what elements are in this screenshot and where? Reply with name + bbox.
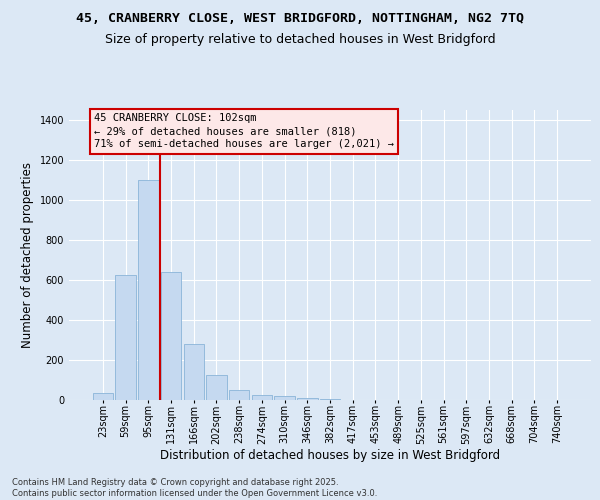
- Bar: [161, 272, 181, 400]
- Bar: [251, 395, 272, 400]
- Text: 45, CRANBERRY CLOSE, WEST BRIDGFORD, NOTTINGHAM, NG2 7TQ: 45, CRANBERRY CLOSE, WEST BRIDGFORD, NOT…: [76, 12, 524, 26]
- Text: 45 CRANBERRY CLOSE: 102sqm
← 29% of detached houses are smaller (818)
71% of sem: 45 CRANBERRY CLOSE: 102sqm ← 29% of deta…: [94, 113, 394, 150]
- Bar: [320, 399, 340, 400]
- Bar: [93, 393, 113, 400]
- Bar: [184, 344, 204, 400]
- Bar: [274, 396, 295, 400]
- Text: Contains HM Land Registry data © Crown copyright and database right 2025.
Contai: Contains HM Land Registry data © Crown c…: [12, 478, 377, 498]
- Bar: [229, 390, 250, 400]
- Bar: [138, 180, 158, 400]
- Y-axis label: Number of detached properties: Number of detached properties: [21, 162, 34, 348]
- Bar: [115, 275, 136, 400]
- Bar: [297, 398, 317, 400]
- Bar: [206, 375, 227, 400]
- X-axis label: Distribution of detached houses by size in West Bridgford: Distribution of detached houses by size …: [160, 449, 500, 462]
- Text: Size of property relative to detached houses in West Bridgford: Size of property relative to detached ho…: [104, 32, 496, 46]
